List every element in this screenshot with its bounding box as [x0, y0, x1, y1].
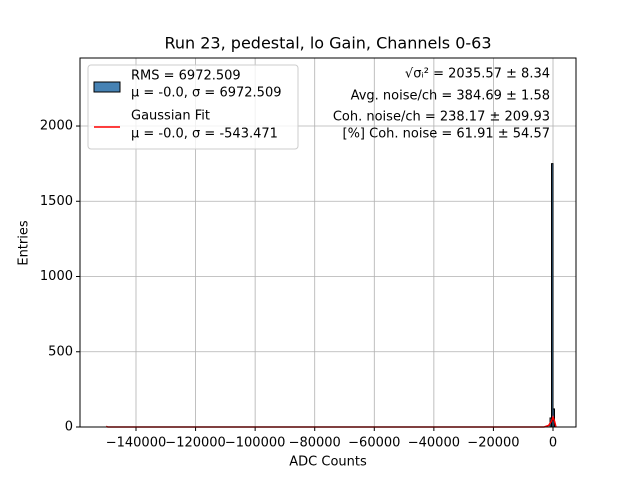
stat-annotation: [%] Coh. noise = 61.91 ± 54.57	[343, 127, 551, 142]
histogram-bar	[551, 163, 554, 428]
legend-label: RMS = 6972.509	[131, 69, 241, 84]
axes-frame	[79, 57, 577, 428]
x-tick-label: −20000	[467, 436, 519, 451]
x-tick-label: −60000	[348, 436, 400, 451]
x-tick-label: −80000	[289, 436, 341, 451]
y-tick-label: 500	[48, 344, 73, 359]
stat-annotation: √σᵢ² = 2035.57 ± 8.34	[405, 67, 550, 82]
y-tick-label: 1500	[40, 194, 73, 209]
y-tick-label: 0	[65, 420, 73, 435]
x-tick-label: −40000	[408, 436, 460, 451]
stat-annotation: Avg. noise/ch = 384.69 ± 1.58	[351, 89, 550, 104]
x-tick-label: −100000	[225, 436, 286, 451]
legend-label: μ = -0.0, σ = -543.471	[131, 127, 278, 142]
x-tick-label: 0	[549, 436, 557, 451]
chart-title: Run 23, pedestal, lo Gain, Channels 0-63	[164, 34, 491, 53]
legend-patch	[93, 81, 121, 93]
stat-annotation: Coh. noise/ch = 238.17 ± 209.93	[333, 110, 550, 125]
legend-box	[87, 64, 299, 150]
x-axis-label: ADC Counts	[289, 455, 367, 470]
legend-label: Gaussian Fit	[131, 109, 210, 124]
y-tick-label: 2000	[40, 119, 73, 134]
y-tick-label: 1000	[40, 269, 73, 284]
y-axis-label: Entries	[17, 220, 32, 266]
x-tick-label: −120000	[165, 436, 226, 451]
legend-label: μ = -0.0, σ = 6972.509	[131, 86, 281, 101]
x-tick-label: −140000	[106, 436, 167, 451]
